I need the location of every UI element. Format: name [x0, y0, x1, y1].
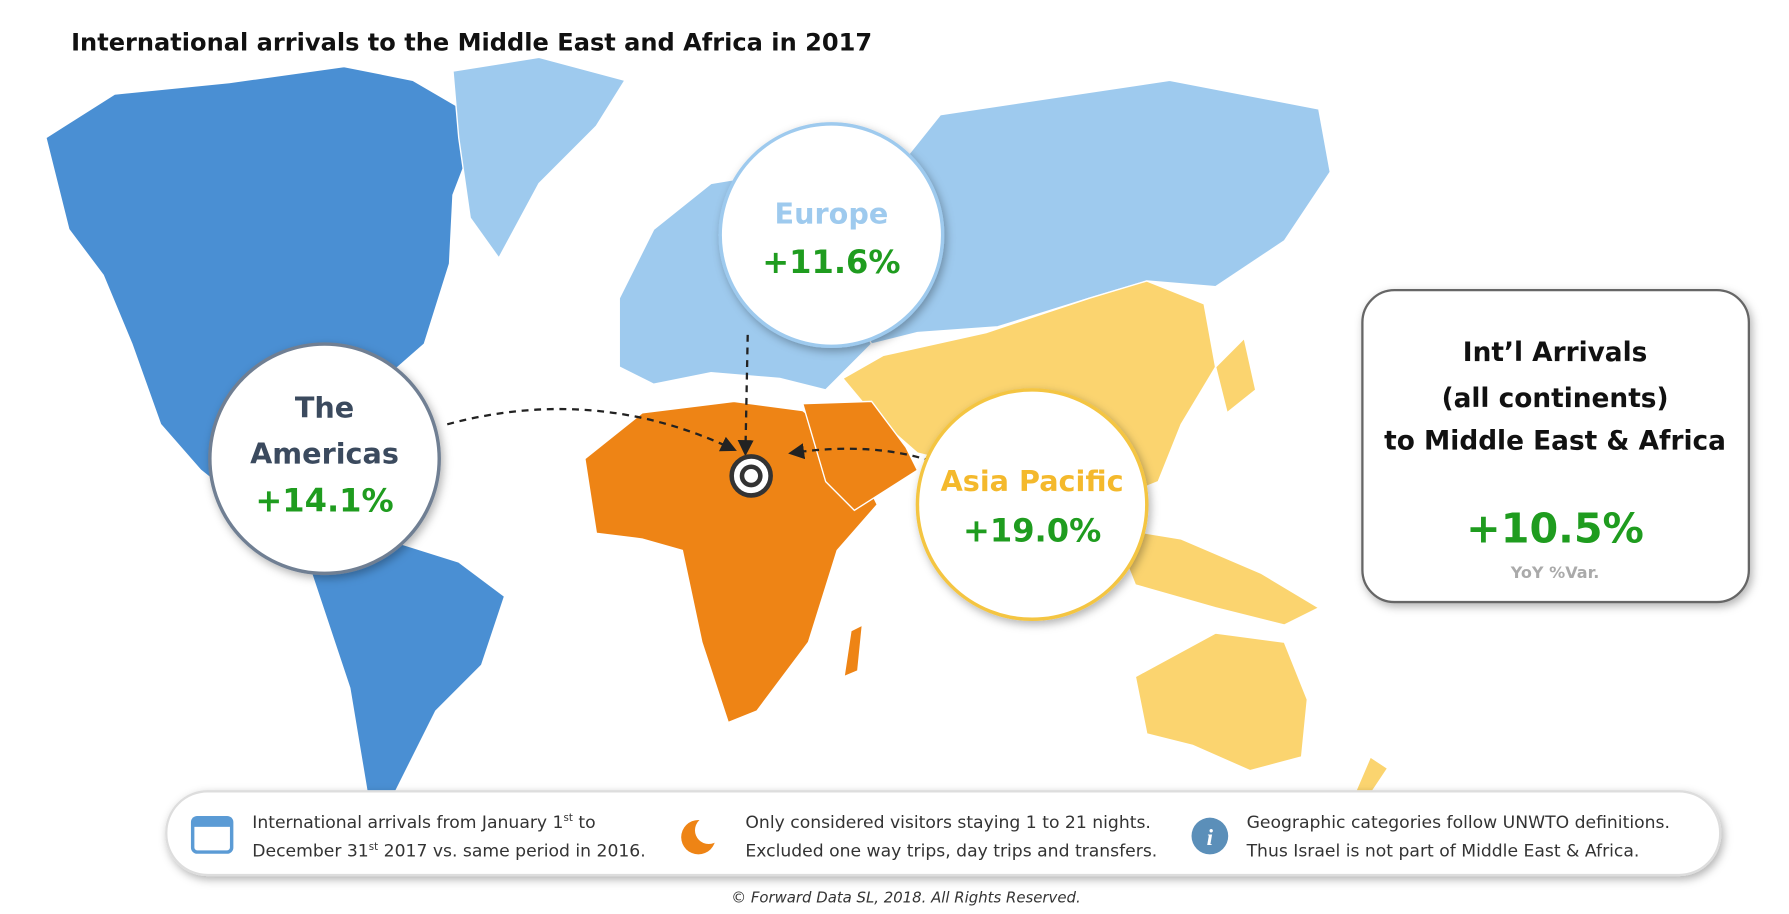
summary-title: to Middle East & Africa	[1384, 427, 1726, 457]
africa	[584, 400, 879, 724]
calendar-top	[192, 817, 232, 827]
calendar-icon	[190, 815, 234, 854]
bubble	[915, 388, 1149, 621]
region-change: +11.6%	[762, 243, 900, 281]
bubble	[718, 122, 945, 349]
note-text: International arrivals from January 1	[252, 813, 563, 833]
copyright: © Forward Data SL, 2018. All Rights Rese…	[731, 889, 1081, 907]
info-icon: i	[1191, 817, 1229, 855]
region-name: Americas	[250, 436, 399, 470]
title: International arrivals to the Middle Eas…	[71, 28, 872, 56]
note-superscript: st	[564, 812, 573, 824]
note-text: 2017 vs. same period in 2016.	[378, 842, 646, 862]
note-line: Only considered visitors staying 1 to 21…	[745, 813, 1150, 833]
summary-box	[1361, 288, 1751, 604]
moon-cut	[694, 816, 723, 845]
region-change: +19.0%	[963, 511, 1101, 549]
note-text: Geographic categories follow UNWTO defin…	[1247, 813, 1670, 833]
middle-east	[801, 400, 919, 512]
region-change: +14.1%	[255, 481, 393, 519]
notes: International arrivals from January 1st …	[252, 812, 1670, 862]
note-line: International arrivals from January 1st …	[252, 812, 595, 833]
destination-marker	[729, 454, 773, 498]
note-text: Excluded one way trips, day trips and tr…	[745, 842, 1157, 862]
madagascar	[843, 623, 864, 678]
note-text: to	[573, 813, 596, 833]
moon-icon	[681, 816, 723, 855]
region-name: The	[295, 390, 354, 424]
target-outer	[729, 454, 773, 498]
region-name: Asia Pacific	[941, 464, 1124, 498]
flow-arrows	[446, 334, 932, 463]
note-text: Only considered visitors staying 1 to 21…	[745, 813, 1150, 833]
bubble	[208, 342, 441, 576]
info-glyph: i	[1207, 825, 1214, 850]
note-superscript: st	[369, 841, 378, 853]
notes-bar: i International arrivals from January 1s…	[165, 790, 1722, 877]
note-line: Thus Israel is not part of Middle East &…	[1246, 842, 1640, 862]
info-circle	[1191, 817, 1229, 855]
region-asia-pacific: Asia Pacific +19.0%	[915, 388, 1149, 621]
note-text: Thus Israel is not part of Middle East &…	[1246, 842, 1640, 862]
target-inner	[739, 464, 763, 488]
north-asia	[847, 79, 1332, 345]
greenland	[452, 56, 627, 260]
region-americas: The Americas +14.1%	[208, 342, 441, 576]
notes-box	[165, 790, 1722, 877]
australia	[1134, 632, 1309, 772]
summary-title: Int’l Arrivals	[1463, 338, 1648, 368]
summary-card: Int’l Arrivals (all continents) to Middl…	[1361, 288, 1751, 604]
japan	[1214, 336, 1257, 415]
summary-caption: YoY %Var.	[1510, 563, 1600, 582]
note-line: Excluded one way trips, day trips and tr…	[745, 842, 1157, 862]
arrow-asia-pacific	[788, 443, 932, 463]
southeast-asia	[1111, 526, 1321, 626]
arrow-americas	[446, 407, 737, 452]
summary-change: +10.5%	[1466, 504, 1644, 552]
region-name: Europe	[775, 197, 889, 231]
note-text: December 31	[252, 842, 368, 862]
region-europe: Europe +11.6%	[718, 122, 945, 349]
note-line: Geographic categories follow UNWTO defin…	[1247, 813, 1670, 833]
south-america	[302, 535, 506, 792]
note-line: December 31st 2017 vs. same period in 20…	[252, 841, 645, 862]
summary-title: (all continents)	[1442, 384, 1669, 414]
